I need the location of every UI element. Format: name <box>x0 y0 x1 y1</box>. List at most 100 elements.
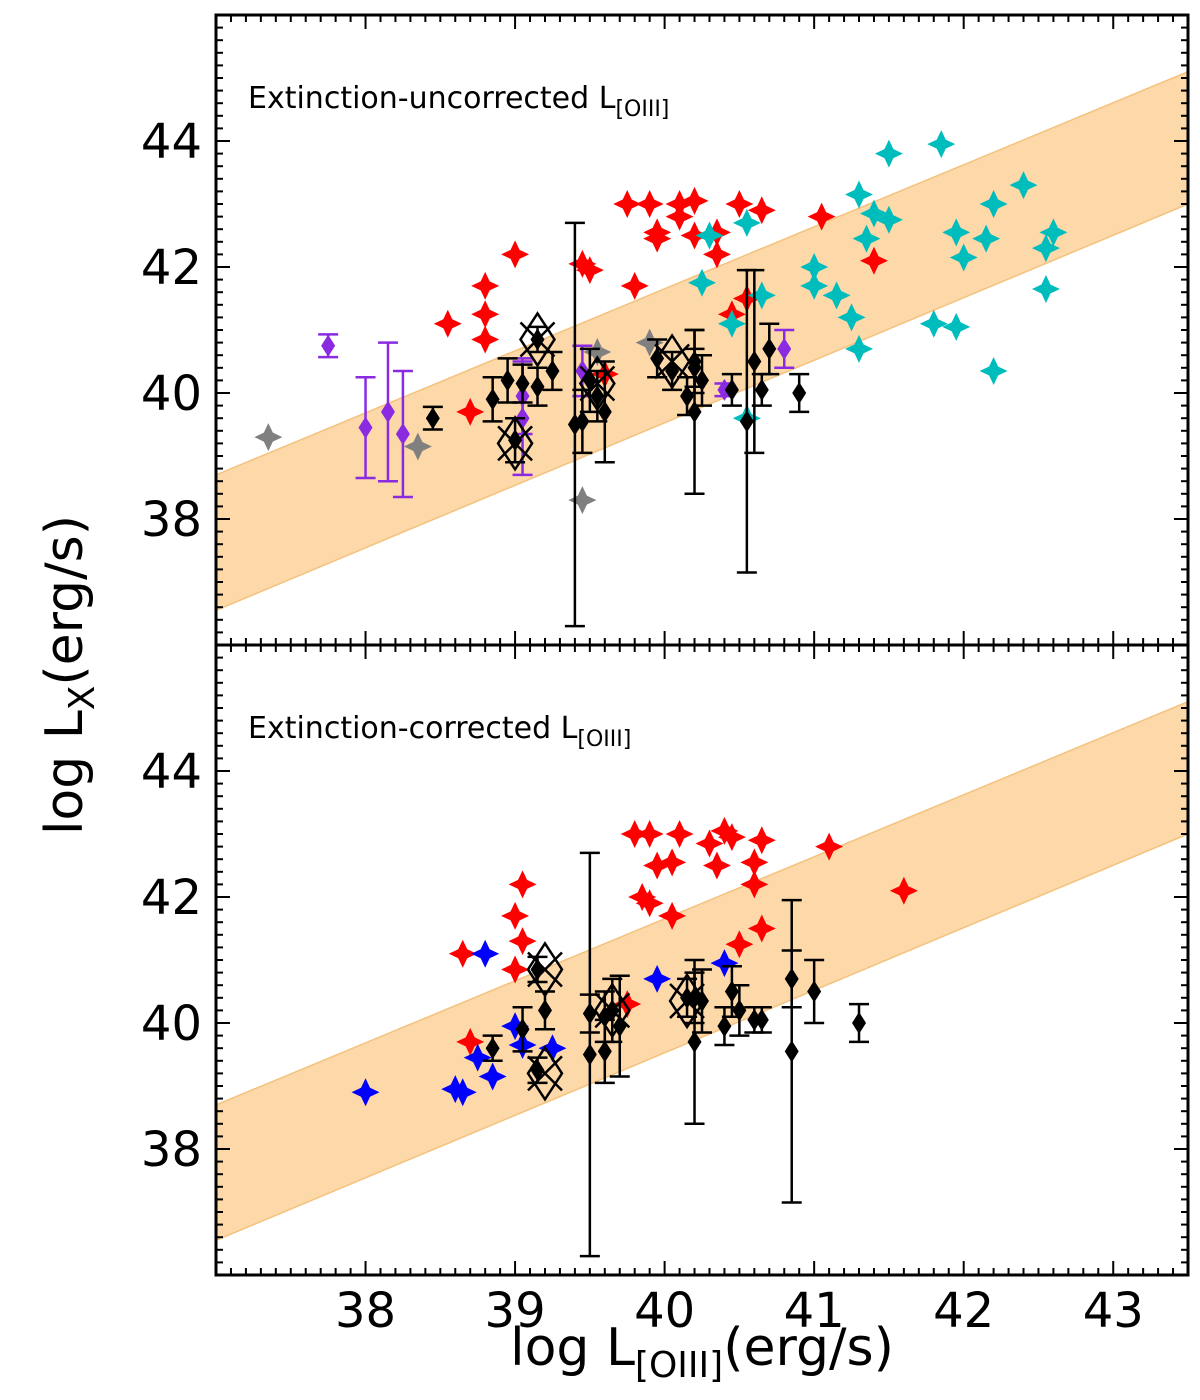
bottom-panel-title: Extinction-corrected L[OIII] <box>248 711 631 752</box>
bottom-panel: 38 40 42 44 38 39 40 41 42 43 Extinction-correcte… <box>141 644 1189 1339</box>
diamond-marker <box>590 385 605 408</box>
star-marker <box>471 271 500 300</box>
star-marker <box>747 826 776 855</box>
star-marker <box>628 883 657 911</box>
relation-band <box>216 70 1188 612</box>
star-marker <box>478 1062 507 1091</box>
star-marker <box>538 1034 567 1063</box>
top-band <box>216 70 1188 612</box>
diamond-marker <box>807 980 822 1003</box>
star-marker <box>658 901 687 930</box>
diamond-marker <box>747 1008 762 1031</box>
x-tick-label: 42 <box>933 1283 994 1339</box>
x-tick-label: 41 <box>784 1283 845 1339</box>
star-marker <box>1009 171 1038 200</box>
star-marker <box>702 240 731 269</box>
open-diamond-cross-marker <box>653 333 691 390</box>
open-diamond-cross-marker <box>668 972 706 1030</box>
star-marker <box>889 876 918 905</box>
x-tick-label: 43 <box>1083 1283 1144 1339</box>
bottom-markers <box>351 816 918 1258</box>
star-marker <box>463 1043 492 1072</box>
top-panel: 38 40 42 44 Extinction-uncorrected L[OIII] <box>141 14 1189 646</box>
star-marker <box>665 820 694 848</box>
star-marker <box>845 334 874 363</box>
star-marker <box>874 139 903 168</box>
star-marker <box>747 281 776 310</box>
star-marker <box>740 848 769 877</box>
star-marker <box>732 208 761 237</box>
top-panel-title-main: Extinction-uncorrected L <box>248 81 616 116</box>
star-marker <box>456 397 485 426</box>
diamond-marker <box>732 999 747 1022</box>
star-marker <box>725 190 754 218</box>
y-axis-label-tail: (erg/s) <box>35 515 95 686</box>
open-diamond-cross-marker <box>578 355 616 412</box>
star-marker <box>471 325 500 354</box>
diamond-marker <box>792 382 807 404</box>
star-marker <box>1031 234 1060 263</box>
star-marker <box>702 218 731 247</box>
star-marker <box>859 199 888 228</box>
star-marker <box>643 224 672 253</box>
star-marker <box>695 221 724 250</box>
x-tick-label: 39 <box>485 1283 546 1339</box>
star-marker <box>688 268 716 297</box>
star-marker <box>448 939 477 968</box>
diamond-marker <box>582 1043 597 1066</box>
open-diamond-cross-marker <box>519 311 557 368</box>
star-marker <box>456 1027 485 1056</box>
y-tick-label: 44 <box>141 114 202 170</box>
star-marker <box>807 202 836 231</box>
star-marker <box>254 423 283 452</box>
star-marker <box>643 851 672 880</box>
star-marker <box>717 309 746 338</box>
star-marker <box>680 186 709 215</box>
y-tick-label: 42 <box>141 240 202 296</box>
diamond-marker <box>545 359 560 382</box>
star-marker <box>1039 218 1068 247</box>
star-marker <box>710 949 739 978</box>
star-marker <box>710 816 739 845</box>
star-marker <box>635 820 664 848</box>
star-marker <box>501 955 530 984</box>
diamond-marker <box>515 372 530 395</box>
star-marker <box>508 927 537 956</box>
star-marker <box>635 889 664 918</box>
star-marker <box>815 832 844 861</box>
diamond-marker <box>537 999 552 1022</box>
diamond-marker <box>500 369 515 392</box>
diamond-marker <box>762 337 777 360</box>
open-diamond-cross-marker <box>496 415 534 472</box>
star-marker <box>508 870 537 899</box>
diamond-marker <box>425 407 440 430</box>
star-marker <box>874 205 903 234</box>
star-marker <box>845 180 874 209</box>
star-marker <box>919 309 948 338</box>
diamond-marker <box>784 1040 799 1063</box>
star-marker <box>972 224 1001 253</box>
star-marker <box>665 202 694 231</box>
star-marker <box>568 249 597 278</box>
diamond-marker <box>530 375 545 398</box>
star-marker <box>800 253 829 281</box>
y-tick-label: 38 <box>141 492 202 548</box>
star-marker <box>501 240 530 269</box>
star-marker <box>658 848 687 877</box>
star-marker <box>613 190 642 218</box>
y-axis-label-sub: X <box>62 686 103 711</box>
diamond-marker <box>747 350 762 373</box>
star-marker <box>583 338 612 367</box>
star-marker <box>635 190 664 218</box>
diamond-marker <box>597 1040 612 1063</box>
x-axis-label-main: log L <box>510 1318 635 1378</box>
star-marker <box>717 823 746 852</box>
star-marker <box>448 1078 477 1107</box>
y-tick-label: 40 <box>141 366 202 422</box>
diamond-marker <box>485 388 500 411</box>
star-marker <box>702 851 731 880</box>
top-panel-title-sub: [OIII] <box>615 97 669 122</box>
star-marker <box>852 224 881 253</box>
star-marker <box>441 1075 470 1104</box>
bottom-axes-frame <box>214 643 1190 1277</box>
